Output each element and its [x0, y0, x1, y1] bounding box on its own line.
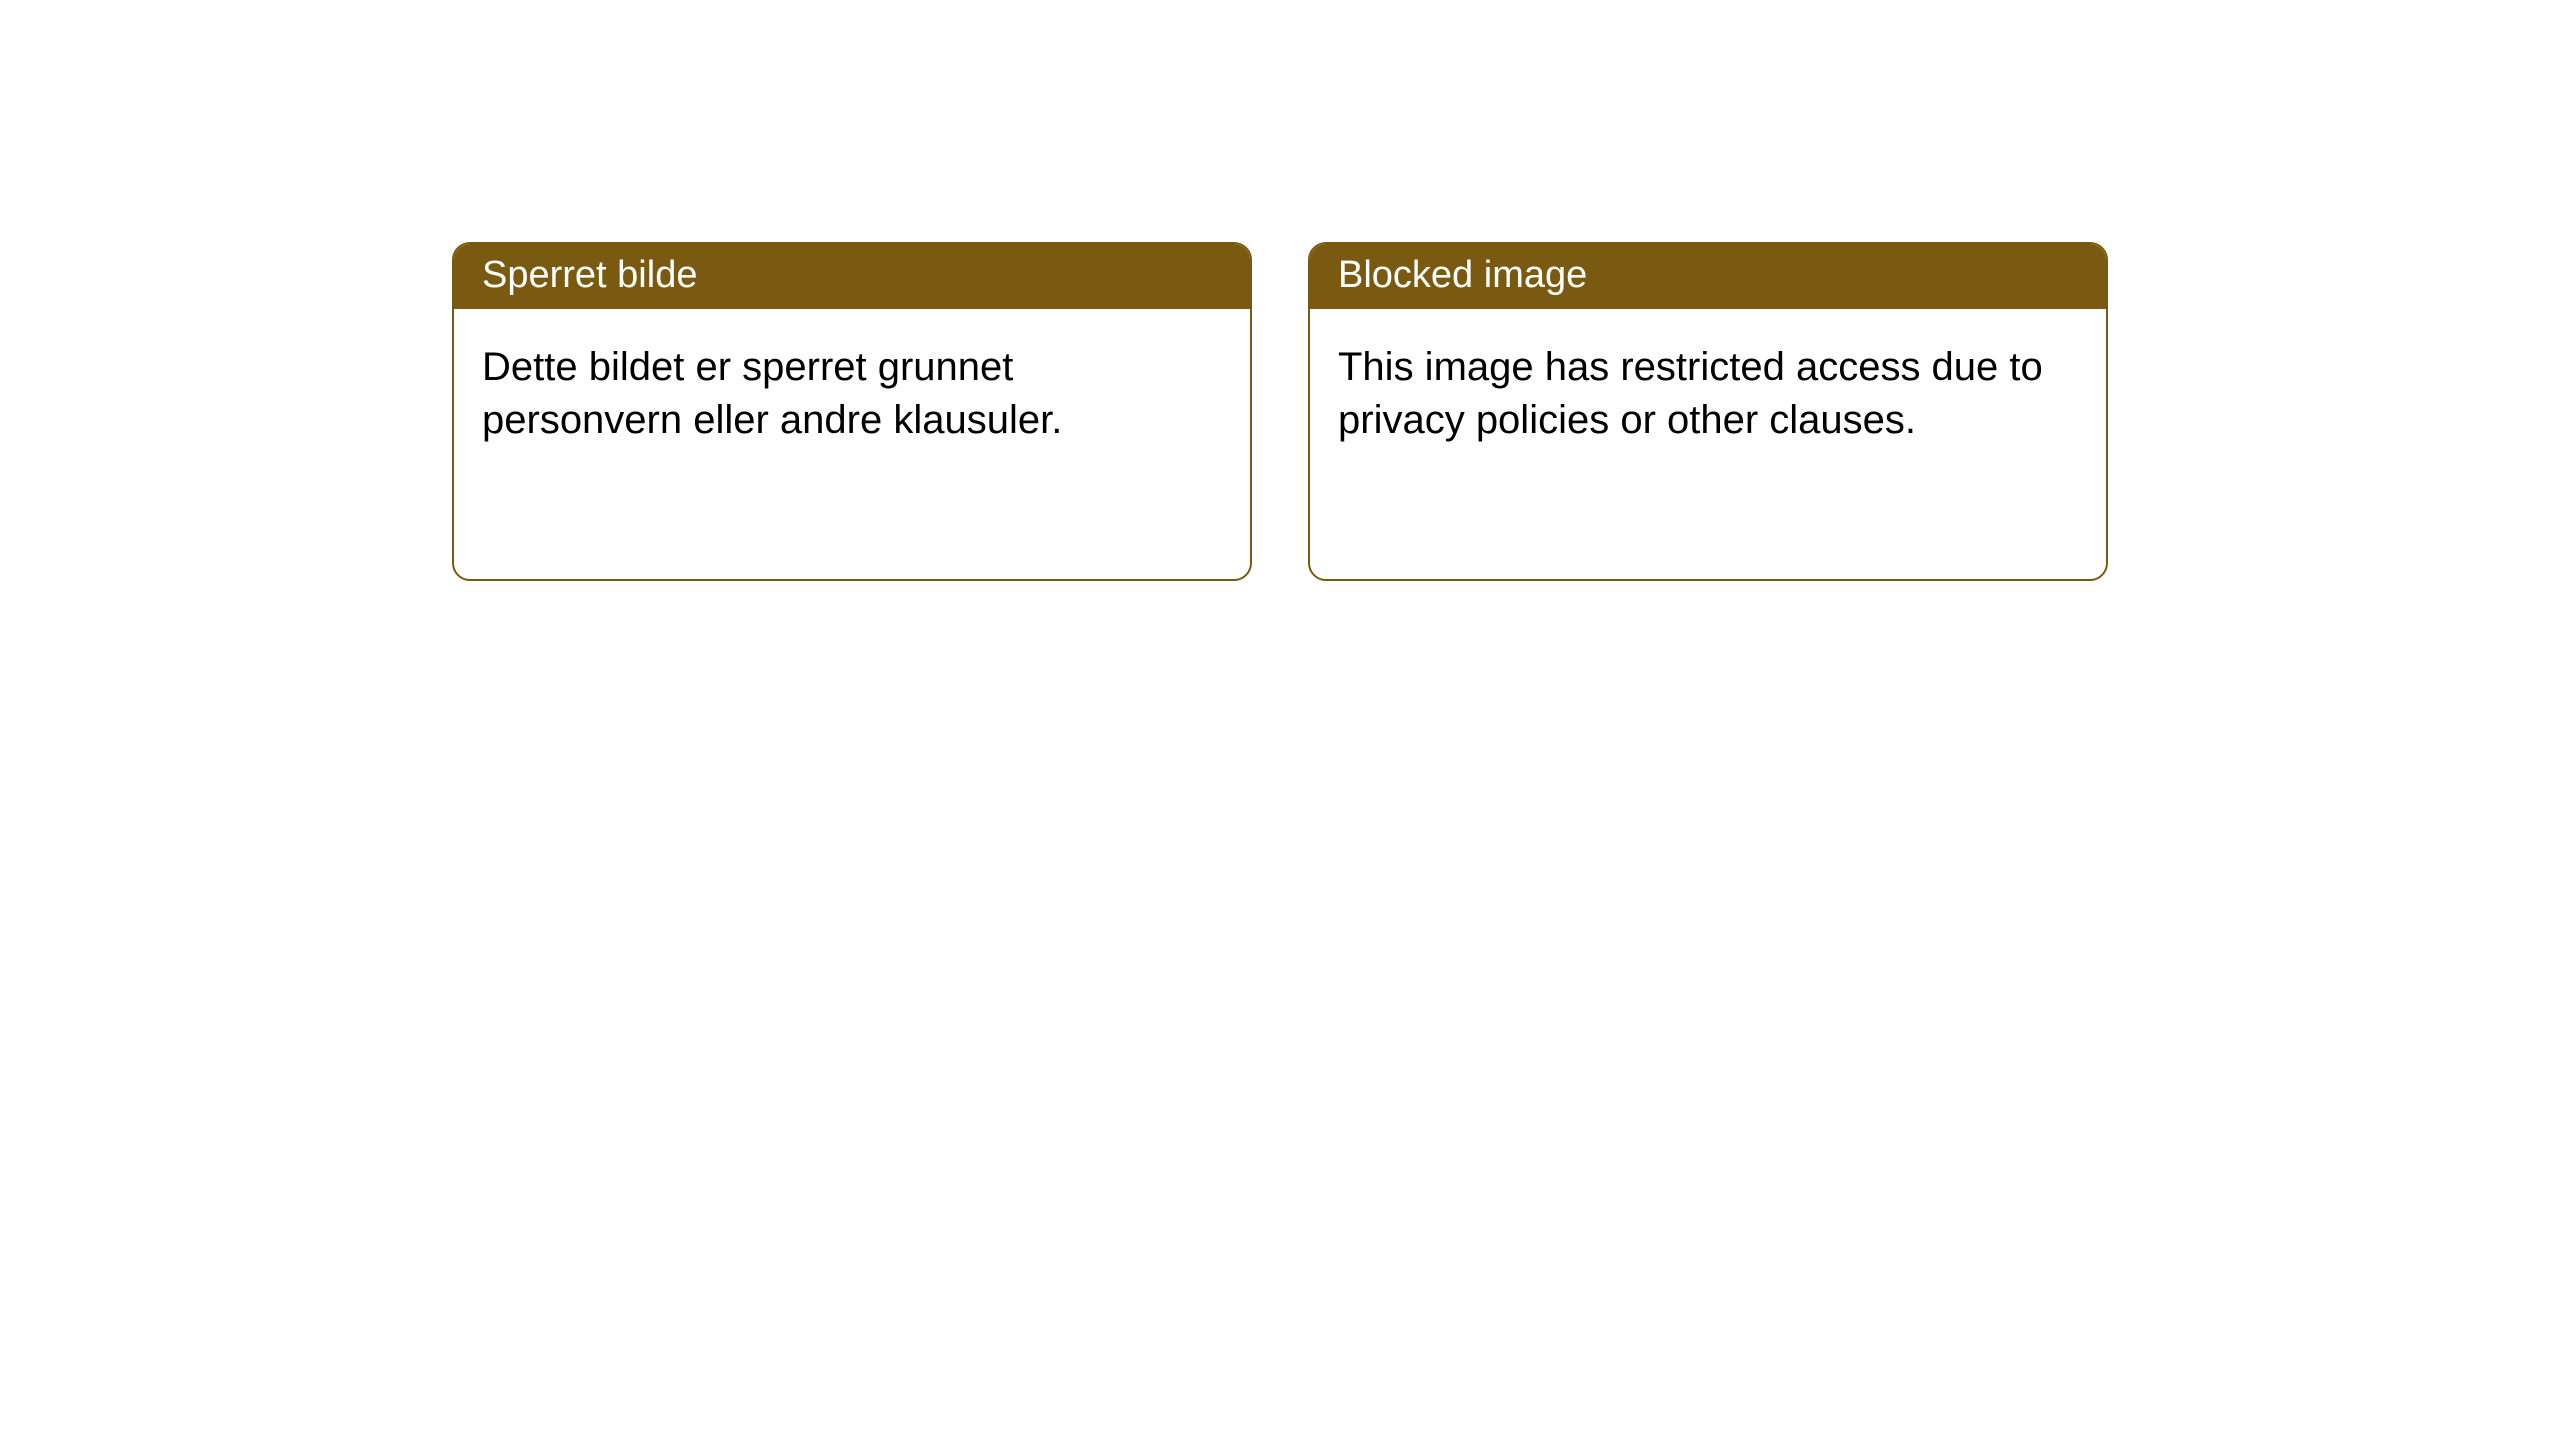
notice-card-english: Blocked image This image has restricted … — [1308, 242, 2108, 581]
notice-card-norwegian: Sperret bilde Dette bildet er sperret gr… — [452, 242, 1252, 581]
notice-title: Sperret bilde — [454, 244, 1250, 309]
notice-container: Sperret bilde Dette bildet er sperret gr… — [0, 0, 2560, 581]
notice-title: Blocked image — [1310, 244, 2106, 309]
notice-body: Dette bildet er sperret grunnet personve… — [454, 309, 1250, 579]
notice-body: This image has restricted access due to … — [1310, 309, 2106, 579]
